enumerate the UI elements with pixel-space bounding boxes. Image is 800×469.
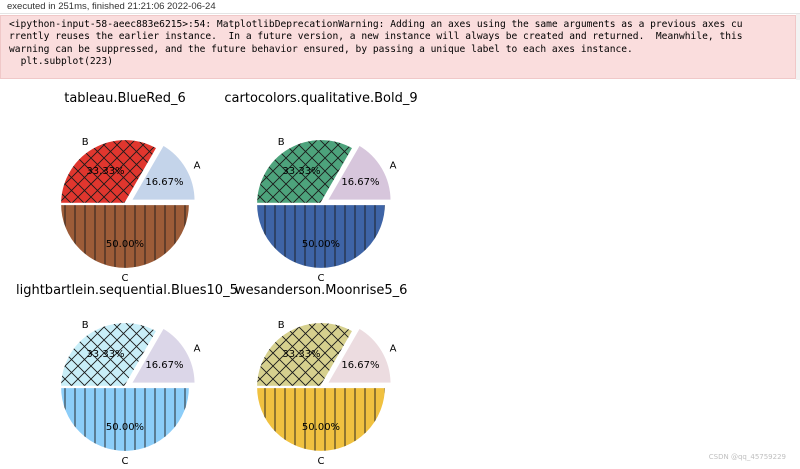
- slice-label: A: [194, 343, 201, 354]
- pie-chart: tableau.BlueRed_6 A 16.67% B 33.33% C 50.00%: [58, 91, 201, 284]
- execution-status-bar: executed in 251ms, finished 21:21:06 202…: [0, 0, 800, 14]
- figure-output: tableau.BlueRed_6 A 16.67% B 33.33% C 50.00% ca…: [0, 80, 800, 467]
- slice-label: C: [318, 456, 325, 464]
- slice-label: A: [194, 160, 201, 171]
- chart-title: wesanderson.Moonrise5_6: [235, 283, 407, 298]
- chart-title: cartocolors.qualitative.Bold_9: [224, 91, 417, 106]
- slice-label: C: [318, 273, 325, 284]
- slice-label: B: [82, 320, 89, 331]
- pie-slice-edge: [128, 325, 197, 385]
- slice-label: A: [390, 343, 397, 354]
- execution-status-text: executed in 251ms, finished 21:21:06 202…: [7, 1, 216, 12]
- pie-slice-edge: [58, 137, 159, 206]
- watermark: CSDN @qq_45759229: [708, 453, 786, 461]
- slice-label: C: [122, 456, 129, 464]
- slice-label: B: [278, 320, 285, 331]
- pie-chart: cartocolors.qualitative.Bold_9 A 16.67% B 33…: [224, 91, 417, 284]
- pie-slice-edge: [324, 142, 393, 202]
- warning-text: <ipython-input-58-aeec883e6215>:54: Matp…: [9, 19, 743, 68]
- pie-slice-edge: [128, 142, 197, 202]
- slice-label: A: [390, 160, 397, 171]
- pie-slice-hatch: [256, 387, 386, 452]
- pie-slice-edge: [254, 320, 355, 389]
- slice-percent-label: 50.00%: [106, 422, 144, 433]
- slice-percent-label: 16.67%: [341, 177, 379, 188]
- slice-percent-label: 33.33%: [282, 349, 320, 360]
- pie-slice-hatch: [60, 387, 190, 452]
- slice-percent-label: 33.33%: [86, 349, 124, 360]
- pie-slice-hatch: [60, 204, 190, 269]
- slice-percent-label: 50.00%: [302, 239, 340, 250]
- slice-label: C: [122, 273, 129, 284]
- slice-percent-label: 50.00%: [106, 239, 144, 250]
- chart-title: tableau.BlueRed_6: [64, 91, 186, 106]
- output-scrollbar[interactable]: [796, 14, 800, 80]
- pie-slice-edge: [58, 202, 192, 271]
- pie-slice-edge: [254, 385, 388, 454]
- slice-percent-label: 50.00%: [302, 422, 340, 433]
- slice-percent-label: 33.33%: [86, 166, 124, 177]
- slice-percent-label: 16.67%: [145, 177, 183, 188]
- pie-slice-edge: [254, 137, 355, 206]
- chart-title: lightbartlein.sequential.Blues10_5: [16, 283, 238, 298]
- slice-percent-label: 16.67%: [145, 360, 183, 371]
- warning-output: <ipython-input-58-aeec883e6215>:54: Matp…: [0, 15, 796, 79]
- pie-slice-hatch: [256, 204, 386, 269]
- pie-figure: tableau.BlueRed_6A16.67%B33.33%C50.00%ca…: [16, 91, 418, 467]
- pie-chart: wesanderson.Moonrise5_6 A 16.67% B 33.33% C 50…: [235, 283, 407, 467]
- pie-slice-edge: [58, 320, 159, 389]
- slice-label: B: [278, 137, 285, 148]
- slice-percent-label: 33.33%: [282, 166, 320, 177]
- pie-slice-edge: [58, 385, 192, 454]
- pie-slice-edge: [324, 325, 393, 385]
- slice-label: B: [82, 137, 89, 148]
- pie-chart: lightbartlein.sequential.Blues10_5 A 16.67…: [16, 283, 238, 467]
- pie-slice-edge: [254, 202, 388, 271]
- slice-percent-label: 16.67%: [341, 360, 379, 371]
